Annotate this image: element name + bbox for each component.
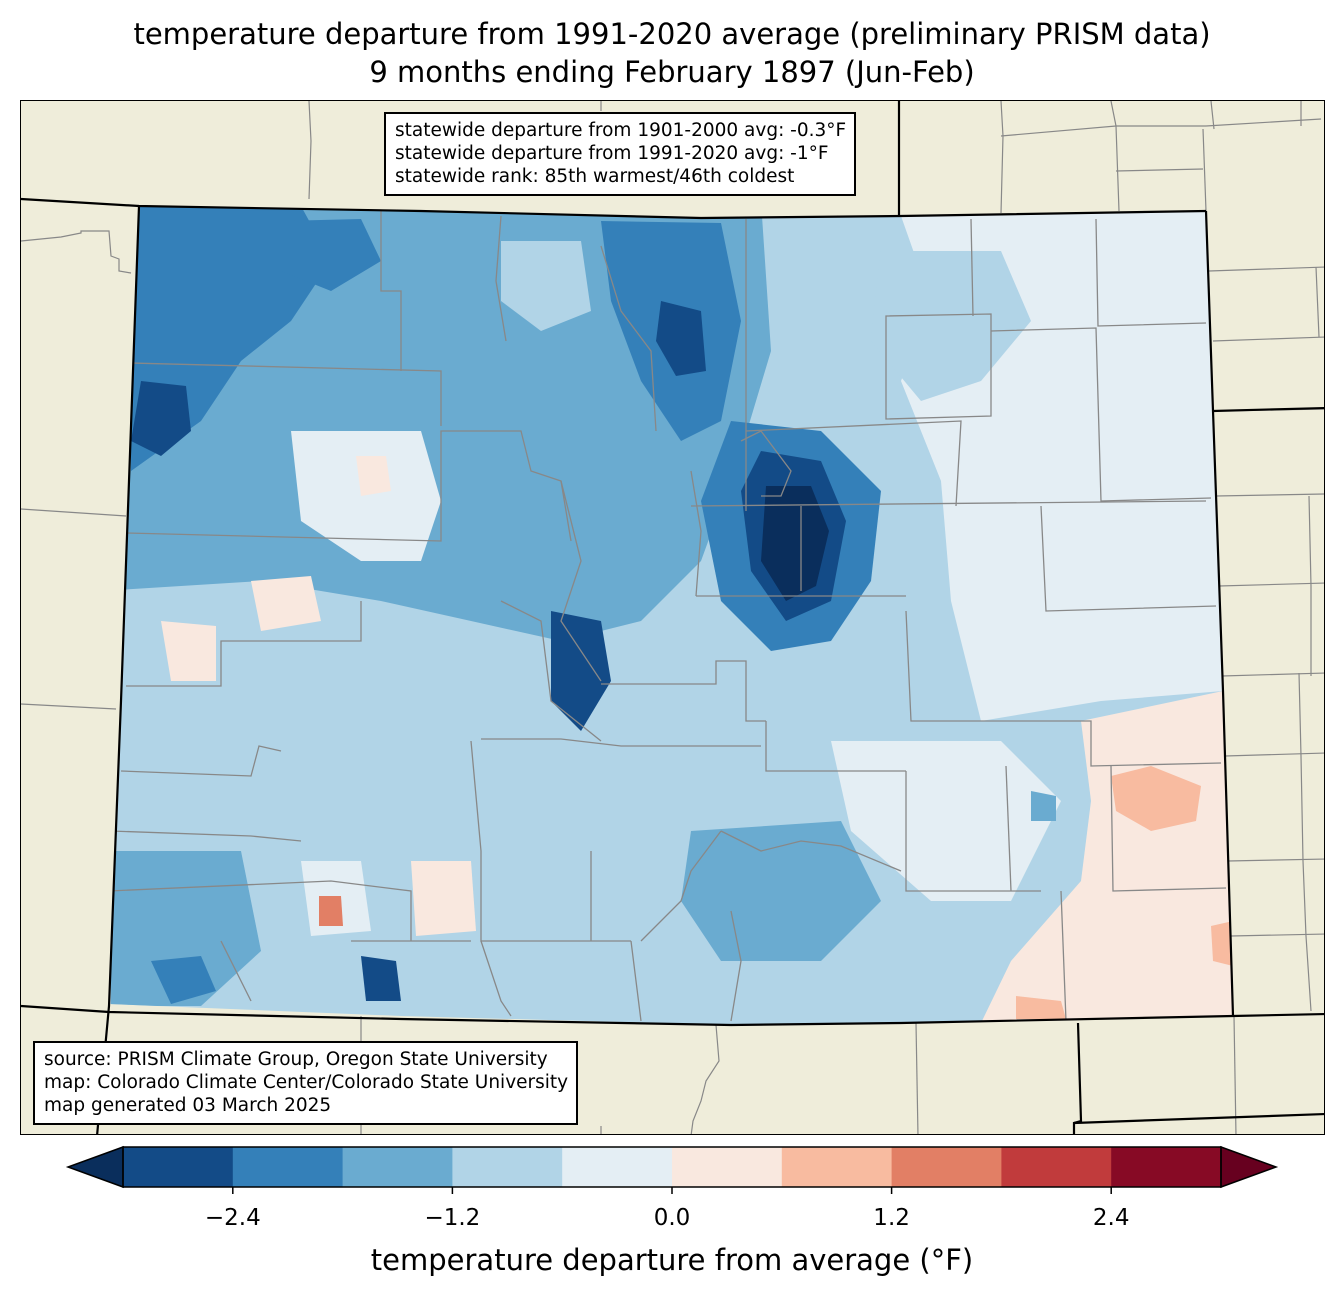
- colorbar-ticks: [232, 1187, 1112, 1194]
- contour-band: [656, 301, 706, 376]
- temperature-contours: [109, 206, 1233, 1025]
- co-east-border: [1204, 210, 1235, 1017]
- map-panel: statewide departure from 1901-2000 avg: …: [20, 100, 1325, 1135]
- state-borders: [21, 101, 1324, 1134]
- contour-band: [1211, 921, 1233, 966]
- colorbar-segment: [672, 1147, 783, 1187]
- colorbar-segment: [562, 1147, 673, 1187]
- contour-band: [501, 241, 591, 331]
- contour-band: [251, 576, 321, 631]
- colorbar-segment: [891, 1147, 1002, 1187]
- colorbar-segment: [781, 1147, 893, 1187]
- contour-band: [356, 456, 391, 496]
- colorbar-segment: [1001, 1147, 1112, 1187]
- colorbar: [65, 1145, 1279, 1194]
- contour-band: [411, 861, 476, 936]
- contour-band: [361, 956, 401, 1001]
- source-line: source: PRISM Climate Group, Oregon Stat…: [44, 1049, 548, 1070]
- contour-band: [131, 381, 191, 456]
- map-title-line-1: temperature departure from 1991-2020 ave…: [133, 17, 1211, 51]
- contour-band: [1031, 791, 1056, 821]
- statewide-stats-box: statewide departure from 1901-2000 avg: …: [384, 112, 857, 196]
- ok-tx-border: [1073, 1112, 1324, 1125]
- co-north-border: [21, 197, 1207, 220]
- colorado-temperature-map: [21, 101, 1324, 1134]
- generated-date-line: map generated 03 March 2025: [44, 1095, 332, 1116]
- stats-line-rank: statewide rank: 85th warmest/46th coldes…: [395, 166, 795, 187]
- colorbar-label: temperature departure from average (°F): [370, 1243, 974, 1277]
- source-credits-box: source: PRISM Climate Group, Oregon Stat…: [33, 1041, 579, 1125]
- nm-ok-border: [1072, 1022, 1083, 1134]
- contour-band: [151, 956, 216, 1004]
- contour-band: [1111, 766, 1201, 831]
- colorbar-tick-label: −2.4: [204, 1205, 261, 1231]
- colorbar-tick-label: 2.4: [1092, 1205, 1130, 1231]
- contour-band: [281, 219, 381, 291]
- colorbar-tick-label: 1.2: [873, 1205, 910, 1231]
- contour-band: [319, 896, 343, 926]
- colorbar-segment: [123, 1147, 234, 1187]
- colorbar-tick-label: 0.0: [653, 1205, 691, 1231]
- colorbar-segment: [1111, 1147, 1222, 1187]
- contour-band: [551, 611, 611, 731]
- colorbar-segment: [342, 1147, 453, 1187]
- stats-line-1991-2020-departure: statewide departure from 1991-2020 avg: …: [395, 143, 829, 164]
- contour-band: [681, 821, 881, 961]
- ks-ne-border: [1212, 406, 1324, 413]
- colorbar-segments: [123, 1147, 1222, 1187]
- contour-band: [161, 621, 216, 681]
- colorbar-overflow-arrow: [1220, 1145, 1279, 1189]
- contour-band: [761, 486, 829, 601]
- contour-band: [831, 741, 1061, 901]
- contour-band: [291, 431, 441, 561]
- stats-line-1901-2000-departure: statewide departure from 1901-2000 avg: …: [395, 120, 847, 141]
- colorbar-tick-label: −1.2: [424, 1205, 481, 1231]
- map-title-line-2: 9 months ending February 1897 (Jun-Feb): [369, 55, 975, 89]
- map-author-line: map: Colorado Climate Center/Colorado St…: [44, 1072, 569, 1093]
- contour-band: [1016, 996, 1066, 1019]
- colorbar-underflow-arrow: [65, 1145, 124, 1189]
- county-boundaries: [109, 211, 1227, 1022]
- colorbar-segment: [452, 1147, 563, 1187]
- colorbar-segment: [232, 1147, 344, 1187]
